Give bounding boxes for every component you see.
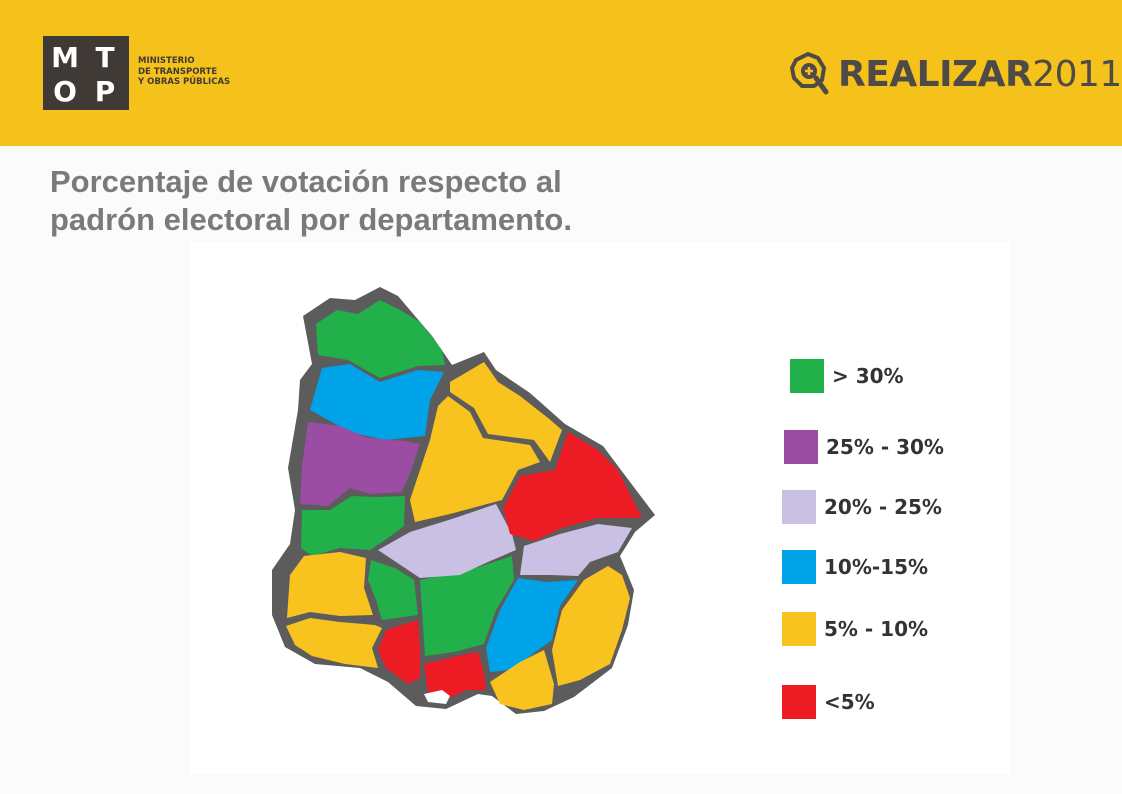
region-florida xyxy=(420,556,514,656)
legend-label: 10%-15% xyxy=(824,555,929,579)
region-salto xyxy=(310,364,444,440)
ministry-line: Y OBRAS PÚBLICAS xyxy=(138,77,231,87)
legend-label: 20% - 25% xyxy=(824,495,942,519)
legend-label: 5% - 10% xyxy=(824,617,929,641)
logo-letter-o: O xyxy=(53,75,77,108)
ministry-line: DE TRANSPORTE xyxy=(138,66,218,77)
logo-letter-p: P xyxy=(95,75,116,108)
region-rocha xyxy=(552,566,630,686)
region-colonia xyxy=(286,618,382,668)
brand-word: REALIZAR xyxy=(838,54,1033,95)
region-artigas xyxy=(316,300,445,378)
mtop-logo: M T O P xyxy=(43,36,129,110)
region-montevideo xyxy=(424,690,450,704)
legend-label: 25% - 30% xyxy=(826,435,944,459)
region-rivera xyxy=(450,362,562,462)
region-treinta-y-tres xyxy=(520,524,632,576)
legend-swatch xyxy=(782,490,816,524)
region-soriano xyxy=(287,552,373,618)
region-rio-negro xyxy=(301,496,405,556)
region-durazno xyxy=(378,504,516,578)
page-title: Porcentaje de votación respecto al padró… xyxy=(50,163,610,239)
logo-letter-m: M xyxy=(51,41,79,74)
ministry-name: MINISTERIO DE TRANSPORTE Y OBRAS PÚBLICA… xyxy=(138,56,230,88)
legend-swatch xyxy=(784,430,818,464)
legend-label: <5% xyxy=(824,690,875,714)
brand-year: 2011 xyxy=(1032,54,1122,95)
region-san-jose xyxy=(378,620,420,684)
region-flores xyxy=(368,560,418,620)
legend-swatch xyxy=(782,685,816,719)
legend-swatch xyxy=(782,550,816,584)
region-tacuarembo xyxy=(410,396,540,522)
header-bar: M T O P MINISTERIO DE TRANSPORTE Y OBRAS… xyxy=(0,0,1122,146)
legend-label: > 30% xyxy=(832,364,904,388)
region-lavalleja xyxy=(486,578,578,672)
legend-swatch xyxy=(782,612,816,646)
logo-letter-t: T xyxy=(95,41,114,74)
magnifier-map-icon xyxy=(790,52,829,95)
title-line: Porcentaje de votación respecto al xyxy=(50,164,562,199)
title-line: padrón electoral por departamento. xyxy=(50,202,572,237)
ministry-line: MINISTERIO xyxy=(138,56,195,66)
realizar-brand: REALIZAR2011 xyxy=(838,54,1122,96)
region-maldonado xyxy=(490,650,554,710)
region-cerro-largo xyxy=(503,432,642,541)
uruguay-department-map xyxy=(272,287,655,714)
region-paysandu xyxy=(300,422,420,506)
legend-swatch xyxy=(790,359,824,393)
region-canelones xyxy=(424,652,486,698)
